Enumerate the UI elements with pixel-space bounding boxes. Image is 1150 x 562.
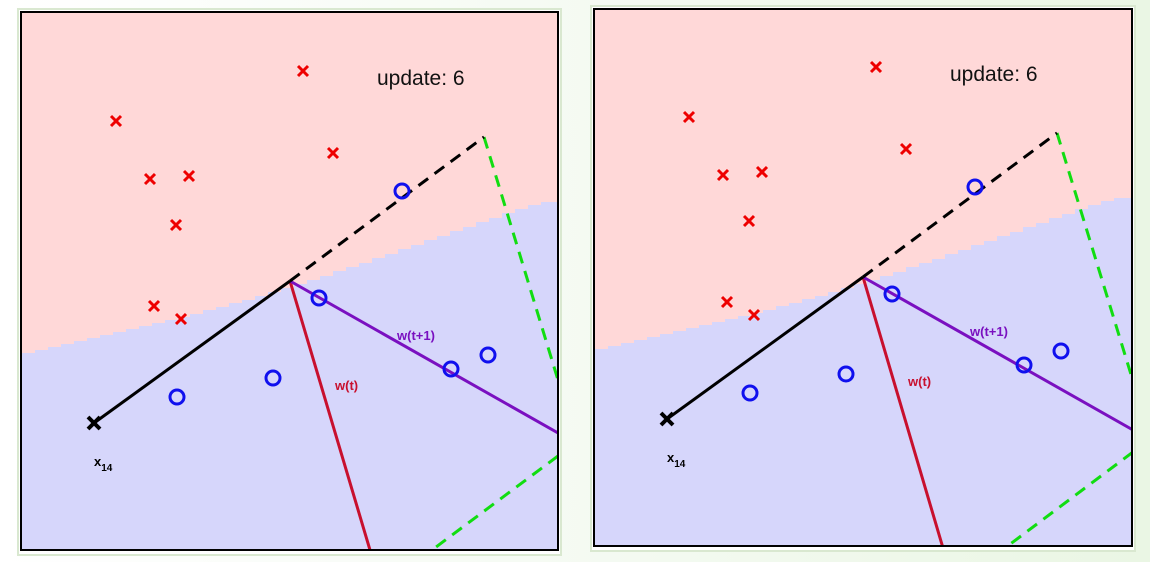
update-label: update: 6 [377,67,465,90]
circle-point [310,289,328,307]
circle-point [1015,356,1033,374]
panel-left-plot: update: 6 w(t) w(t+1) x14 [21,12,558,550]
cross-point [174,312,188,326]
green-dashed-boundary-lower [431,454,558,550]
blue-region [594,198,1132,546]
cross-point [720,295,734,309]
cross-point [147,299,161,313]
panel-right-plot: update: 6 w(t) w(t+1) x14 [594,9,1132,546]
panel-left-frame [20,11,559,551]
circle-point [1052,342,1070,360]
cross-point [747,308,761,322]
boundary-dashed [289,135,485,283]
circle-point [479,346,497,364]
circle-point [966,178,984,196]
update-label: update: 6 [950,63,1038,86]
cross-point [716,168,730,182]
panel-left: update: 6 w(t) w(t+1) x14 [17,8,562,556]
circle-point [442,360,460,378]
w-t1-label: w(t+1) [396,328,435,343]
x14-label: x14 [667,450,686,470]
cross-point [869,60,883,74]
circle-point [168,388,186,406]
blue-region [21,202,558,550]
circle-point [837,365,855,383]
x14-label: x14 [94,454,113,474]
green-dashed-boundary-lower [1005,450,1132,546]
cross-point [143,172,157,186]
x14-point [659,411,675,427]
cross-point [326,146,340,160]
cross-point [109,114,123,128]
panel-right-frame [593,8,1133,547]
x14-vector [93,279,291,425]
circle-point [264,369,282,387]
cross-point [296,64,310,78]
green-dashed-boundary-upper [482,136,558,381]
cross-point [682,110,696,124]
w-t1-line [862,275,1132,432]
w-t-line [288,280,372,550]
cross-point [899,142,913,156]
w-t1-line [289,279,558,435]
cross-point [742,214,756,228]
data-points [659,60,1070,427]
circle-point [883,285,901,303]
green-dashed-boundary-upper [1055,132,1132,382]
cross-point [755,165,769,179]
x14-vector [666,275,864,421]
data-points [86,64,497,431]
w-t-label: w(t) [334,378,358,393]
w-t-line [861,276,944,546]
circle-point [393,182,411,200]
boundary-dashed [862,131,1058,279]
w-t1-label: w(t+1) [969,324,1008,339]
w-t-label: w(t) [907,374,931,389]
circle-point [741,384,759,402]
cross-point [182,169,196,183]
x14-point [86,415,102,431]
cross-point [169,218,183,232]
panel-right: update: 6 w(t) w(t+1) x14 [590,5,1136,552]
